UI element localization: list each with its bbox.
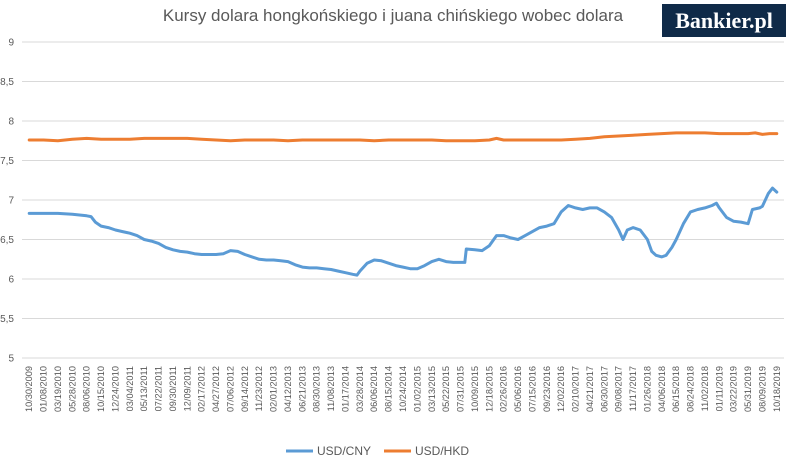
x-tick-label: 10/15/2010	[96, 366, 106, 412]
y-tick-label: 7,5	[0, 156, 14, 167]
gridlines	[22, 41, 784, 359]
x-tick-label: 05/13/2011	[139, 366, 149, 411]
x-tick-label: 04/06/2018	[657, 366, 667, 412]
x-tick-label: 11/23/2012	[254, 366, 264, 411]
y-tick-label: 6	[8, 275, 14, 286]
x-tick-label: 05/31/2019	[743, 366, 753, 412]
x-tick-label: 04/27/2012	[211, 366, 221, 412]
y-tick-label: 5	[8, 354, 14, 365]
legend-label: USD/CNY	[317, 444, 371, 458]
chart-title: Kursy dolara hongkońskiego i juana chińs…	[162, 6, 624, 25]
x-tick-label: 01/08/2010	[39, 366, 49, 412]
x-tick-label: 09/14/2012	[240, 366, 250, 412]
x-axis-ticks: 10/30/2009 01/08/2010 03/19/2010 05/28/2010…	[24, 366, 782, 412]
x-tick-label: 09/30/2011	[168, 366, 178, 411]
x-tick-label: 12/09/2011	[182, 366, 192, 411]
y-tick-label: 7	[8, 196, 14, 207]
x-tick-label: 02/01/2013	[269, 366, 279, 412]
x-tick-label: 05/22/2015	[441, 366, 451, 412]
x-tick-label: 10/18/2019	[772, 366, 782, 412]
x-tick-label: 09/23/2016	[542, 366, 552, 412]
x-tick-label: 08/09/2019	[757, 366, 767, 412]
x-tick-label: 04/21/2017	[585, 366, 595, 412]
x-tick-label: 06/30/2017	[599, 366, 609, 412]
x-tick-label: 07/22/2011	[154, 366, 164, 411]
bankier-logo: Bankier.pl	[662, 4, 786, 37]
x-tick-label: 03/19/2010	[53, 366, 63, 412]
x-tick-label: 12/24/2010	[110, 366, 120, 412]
x-tick-label: 01/17/2014	[340, 366, 350, 412]
legend: USD/CNY USD/HKD	[286, 444, 469, 458]
x-tick-label: 09/08/2017	[614, 366, 624, 412]
series-line-usd-cny	[27, 186, 779, 277]
x-tick-label: 11/08/2013	[326, 366, 336, 411]
x-tick-label: 07/06/2012	[225, 366, 235, 412]
x-tick-label: 08/24/2018	[686, 366, 696, 412]
x-tick-label: 08/30/2013	[312, 366, 322, 412]
x-tick-label: 06/06/2014	[369, 366, 379, 412]
y-tick-label: 8	[8, 117, 14, 128]
x-tick-label: 08/06/2010	[82, 366, 92, 412]
series-lines	[27, 131, 779, 277]
x-tick-label: 06/15/2018	[671, 366, 681, 412]
x-tick-label: 01/26/2018	[642, 366, 652, 412]
x-tick-label: 07/15/2016	[527, 366, 537, 412]
x-tick-label: 02/26/2016	[499, 366, 509, 412]
y-tick-label: 5,5	[0, 314, 14, 325]
x-tick-label: 11/02/2018	[700, 366, 710, 411]
x-tick-label: 10/24/2014	[398, 366, 408, 412]
x-tick-label: 08/15/2014	[384, 366, 394, 412]
y-axis-ticks: 5 5,5 6 6,5 7 7,5 8 8,5 9	[0, 38, 14, 365]
x-tick-label: 03/28/2014	[355, 366, 365, 412]
x-tick-label: 05/06/2016	[513, 366, 523, 412]
x-tick-label: 10/09/2015	[470, 366, 480, 412]
x-tick-label: 01/02/2015	[412, 366, 422, 412]
x-tick-label: 02/17/2012	[197, 366, 207, 412]
x-tick-label: 02/10/2017	[571, 366, 581, 412]
x-tick-label: 11/17/2017	[628, 366, 638, 411]
x-tick-label: 01/11/2019	[714, 366, 724, 411]
x-tick-label: 04/12/2013	[283, 366, 293, 412]
y-tick-label: 8,5	[0, 77, 14, 88]
y-tick-label: 6,5	[0, 235, 14, 246]
x-tick-label: 06/21/2013	[297, 366, 307, 412]
x-tick-label: 03/22/2019	[729, 366, 739, 412]
legend-label: USD/HKD	[415, 444, 469, 458]
x-tick-label: 03/13/2015	[427, 366, 437, 412]
x-tick-label: 12/02/2016	[556, 366, 566, 412]
y-tick-label: 9	[8, 38, 14, 49]
x-tick-label: 03/04/2011	[125, 366, 135, 411]
series-line-usd-hkd	[27, 131, 779, 143]
x-tick-label: 12/18/2015	[484, 366, 494, 412]
x-tick-label: 05/28/2010	[67, 366, 77, 412]
x-tick-label: 10/30/2009	[24, 366, 34, 412]
x-tick-label: 07/31/2015	[456, 366, 466, 412]
